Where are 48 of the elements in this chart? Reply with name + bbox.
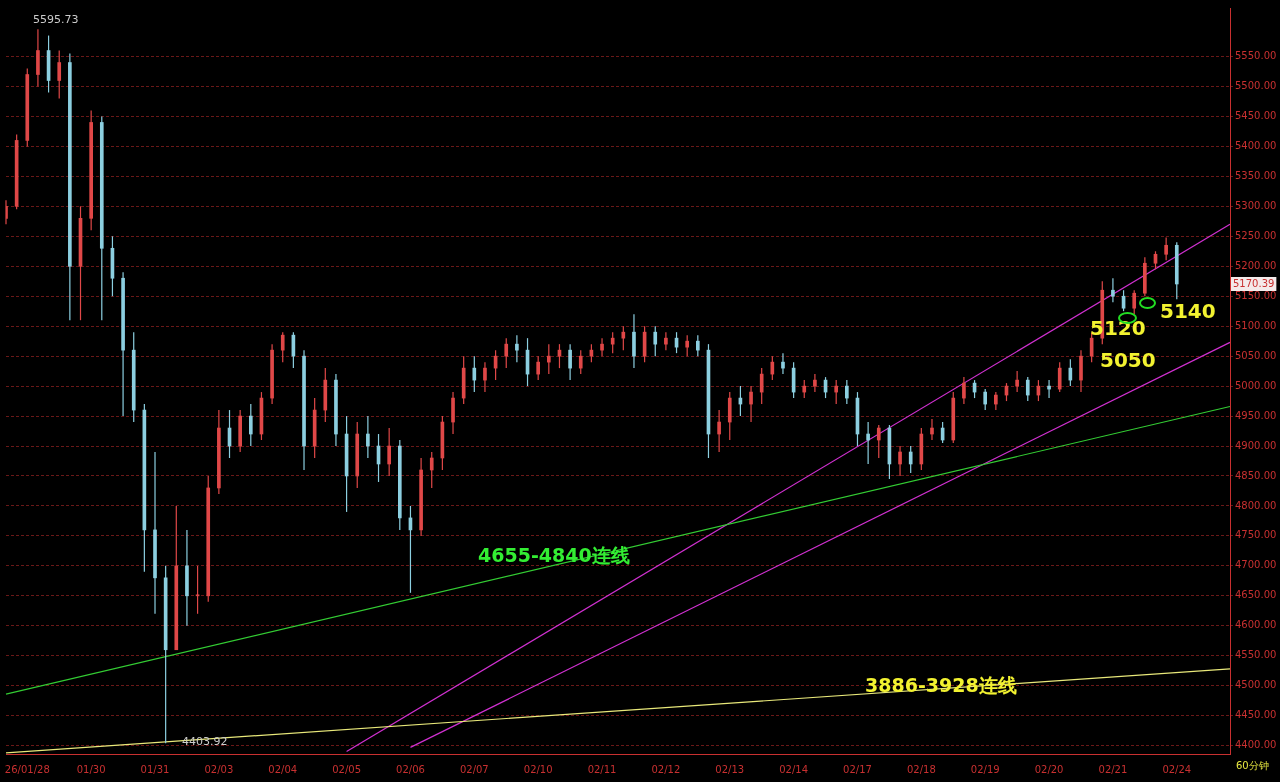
x-tick-label: 02/06 [396,763,425,775]
x-tick-label: 02/24 [1162,763,1192,775]
y-tick-label: 4600.00 [1235,619,1277,631]
annotation: 5050 [1100,348,1156,373]
y-tick-label: 5400.00 [1235,140,1277,152]
y-tick-label: 4950.00 [1235,409,1277,421]
x-tick-label: 02/12 [651,763,681,775]
y-tick-label: 5200.00 [1235,259,1277,271]
x-tick-label: 02/03 [204,763,234,775]
x-tick-label: 02/07 [459,763,489,775]
x-tick-label: 02/10 [523,763,553,775]
x-tick-label: 02/05 [332,763,362,775]
y-tick-label: 5350.00 [1235,169,1277,181]
y-tick-label: 4850.00 [1235,469,1277,481]
x-tick-label: 01/30 [76,763,106,775]
y-tick-label: 5050.00 [1235,349,1277,361]
y-tick-label: 5300.00 [1235,199,1277,211]
y-tick-label: 4650.00 [1235,589,1277,601]
x-tick-label: 01/31 [140,763,170,775]
y-tick-label: 4900.00 [1235,439,1277,451]
annotation: 5140 [1160,299,1216,324]
x-tick-label: 26/01/28 [4,763,50,775]
x-tick-label: 02/20 [1034,763,1064,775]
y-tick-label: 4400.00 [1235,739,1277,751]
y-tick-label: 5500.00 [1235,80,1277,92]
y-tick-label: 5100.00 [1235,319,1277,331]
y-tick-label: 4700.00 [1235,559,1277,571]
text: 5170.39 [1233,277,1275,289]
y-tick-label: 5000.00 [1235,379,1277,391]
y-tick-label: 5550.00 [1235,50,1277,62]
x-tick-label: 02/14 [779,763,809,775]
y-tick-label: 4550.00 [1235,649,1277,661]
y-tick-label: 4450.00 [1235,709,1277,721]
y-tick-label: 5250.00 [1235,229,1277,241]
y-tick-label: 4500.00 [1235,679,1277,691]
annotation: 5595.73 [33,12,79,26]
x-tick-label: 02/21 [1098,763,1128,775]
x-tick-label: 02/17 [843,763,872,775]
y-tick-label: 5450.00 [1235,110,1277,122]
x-tick-label: 02/19 [970,763,1000,775]
x-tick-label: 02/11 [587,763,617,775]
text: 60分钟 [1236,759,1269,771]
y-tick-label: 4800.00 [1235,499,1277,511]
x-tick-label: 02/04 [268,763,298,775]
y-tick-label: 4750.00 [1235,529,1277,541]
x-tick-label: 02/13 [715,763,745,775]
x-tick-label: 02/18 [906,763,936,775]
y-tick-label: 5150.00 [1235,289,1277,301]
